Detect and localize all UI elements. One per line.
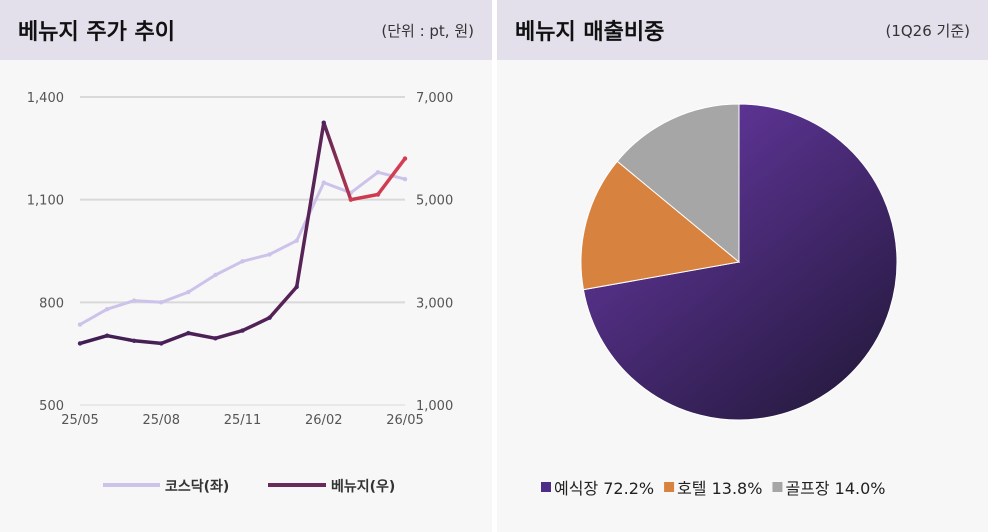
left-axis-tick-label: 1,100 bbox=[27, 194, 64, 209]
pie-slice-골프장 bbox=[616, 103, 740, 264]
venue-point bbox=[402, 156, 408, 161]
pie-legend-label: 호텔 13.8% bbox=[677, 479, 762, 498]
kosdaq-point bbox=[77, 322, 83, 327]
kosdaq-point bbox=[402, 176, 408, 182]
pie-legend-swatch bbox=[772, 482, 783, 492]
kosdaq-point bbox=[267, 252, 272, 257]
kosdaq-point bbox=[240, 259, 245, 264]
venue-point bbox=[131, 338, 137, 344]
venue-point bbox=[77, 341, 83, 346]
x-axis-tick-label: 26/02 bbox=[305, 413, 342, 428]
venue-point bbox=[321, 120, 326, 125]
kosdaq-point bbox=[131, 298, 137, 303]
pie-legend: 예식장 72.2% 호텔 13.8% 골프장 14.0% bbox=[541, 479, 886, 498]
legend-label-venue: 베뉴지(우) bbox=[331, 479, 395, 495]
pie-slice-호텔 bbox=[580, 160, 741, 291]
venue-point bbox=[159, 341, 164, 346]
x-axis-tick-label: 25/05 bbox=[61, 413, 98, 428]
right-axis-tick-label: 3,000 bbox=[416, 296, 453, 311]
revenue-mix-header: 베뉴지 매출비중 (1Q26 기준) bbox=[497, 0, 988, 60]
venue-point bbox=[240, 328, 245, 333]
right-axis-tick-label: 7,000 bbox=[416, 91, 453, 106]
kosdaq-point bbox=[186, 289, 191, 295]
venue-point bbox=[348, 197, 354, 202]
right-axis-tick-label: 1,000 bbox=[416, 399, 453, 414]
grid bbox=[80, 96, 405, 406]
pie-legend-label: 예식장 72.2% bbox=[554, 479, 654, 498]
venue-point bbox=[104, 333, 110, 338]
x-axis-tick-label: 26/05 bbox=[386, 413, 423, 428]
venue-point bbox=[186, 330, 191, 336]
stock-chart-title: 베뉴지 주가 추이 bbox=[18, 20, 175, 45]
kosdaq-point bbox=[104, 306, 110, 312]
stock-price-panel: 베뉴지 주가 추이 (단위 : pt, 원) 1,400 1,100 800 500 … bbox=[0, 0, 492, 532]
pie-legend-label: 골프장 14.0% bbox=[785, 479, 885, 498]
kosdaq-point bbox=[321, 180, 326, 185]
stock-chart-unit: (단위 : pt, 원) bbox=[381, 22, 474, 40]
line-legend: 코스닥(좌) 베뉴지(우) bbox=[103, 478, 395, 495]
x-axis-tick-label: 25/08 bbox=[143, 413, 180, 428]
pie-slice-예식장 bbox=[582, 103, 898, 421]
pie-chart-unit: (1Q26 기준) bbox=[885, 22, 970, 40]
stock-line-chart: 1,400 1,100 800 500 7,000 5,000 3,000 1,000 25… bbox=[27, 91, 453, 495]
kosdaq-point bbox=[294, 238, 299, 243]
venue-point bbox=[375, 192, 381, 197]
stock-price-header: 베뉴지 주가 추이 (단위 : pt, 원) bbox=[0, 0, 492, 60]
venue-point bbox=[294, 284, 299, 290]
right-axis-ticks: 7,000 5,000 3,000 1,000 bbox=[416, 91, 453, 414]
venue-point bbox=[213, 336, 218, 341]
legend-label-kosdaq: 코스닥(좌) bbox=[165, 478, 229, 495]
pie-legend-swatch bbox=[541, 482, 551, 492]
left-axis-tick-label: 500 bbox=[39, 399, 64, 414]
kosdaq-point bbox=[159, 300, 164, 305]
kosdaq-point bbox=[213, 272, 218, 278]
pie-legend-swatch bbox=[664, 482, 675, 492]
venue-line bbox=[78, 120, 407, 346]
right-axis-tick-label: 5,000 bbox=[416, 194, 453, 209]
left-axis-ticks: 1,400 1,100 800 500 bbox=[27, 91, 64, 414]
pie-slices bbox=[580, 103, 898, 421]
pie-chart-title: 베뉴지 매출비중 bbox=[515, 20, 665, 45]
venue-point bbox=[267, 315, 272, 320]
left-axis-tick-label: 1,400 bbox=[27, 91, 64, 106]
series-lines bbox=[77, 120, 408, 346]
left-axis-tick-label: 800 bbox=[39, 296, 64, 311]
x-axis-tick-label: 25/11 bbox=[224, 413, 261, 428]
kosdaq-point bbox=[375, 170, 381, 175]
x-axis-ticks: 25/05 25/08 25/11 26/02 26/05 bbox=[61, 413, 423, 428]
revenue-pie-chart: 예식장 72.2% 호텔 13.8% 골프장 14.0% bbox=[541, 103, 898, 498]
revenue-mix-panel: 베뉴지 매출비중 (1Q26 기준) 예식장 72.2% 호텔 13.8% 골프장 … bbox=[497, 0, 988, 532]
